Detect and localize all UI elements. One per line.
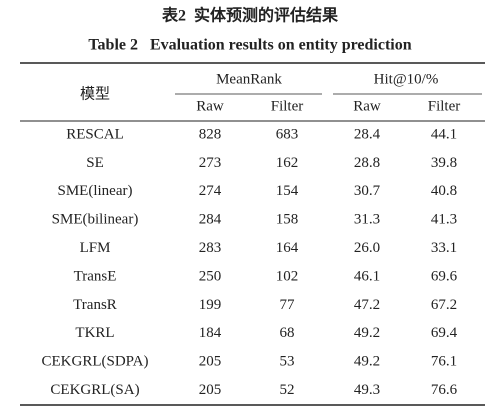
sub-header: Filter [271,98,304,114]
cell-value: 184 [199,325,222,341]
cell-value: 158 [276,212,299,228]
cell-value: 205 [199,354,222,370]
cell-value: 205 [199,382,222,398]
cell-value: 41.3 [431,212,457,228]
model-name: TKRL [75,325,114,341]
model-name: CEKGRL(SA) [50,382,139,398]
cell-value: 102 [276,268,299,284]
model-name: TransE [74,268,117,284]
cell-value: 69.6 [431,268,458,284]
cell-value: 162 [276,155,299,171]
cell-value: 47.2 [354,297,380,313]
cell-value: 154 [276,183,299,199]
cell-value: 77 [280,297,296,313]
cell-value: 76.6 [431,382,458,398]
cell-value: 199 [199,297,222,313]
header-group: Hit@10/% [374,71,439,87]
sub-header: Filter [428,98,461,114]
cell-value: 44.1 [431,126,457,142]
cell-value: 39.8 [431,155,457,171]
model-name: TransR [73,297,117,313]
cell-value: 28.8 [354,155,380,171]
cell-value: 52 [280,382,295,398]
cell-value: 31.3 [354,212,380,228]
cell-value: 53 [280,354,295,370]
cell-value: 76.1 [431,354,457,370]
model-name: SME(bilinear) [52,212,139,228]
model-name: RESCAL [66,126,124,142]
cell-value: 49.2 [354,325,380,341]
model-name: CEKGRL(SDPA) [42,354,149,370]
header-group: MeanRank [216,71,282,87]
sub-header: Raw [353,98,381,114]
cell-value: 164 [276,240,299,256]
cell-value: 683 [276,126,299,142]
cell-value: 67.2 [431,297,457,313]
cell-value: 33.1 [431,240,457,256]
model-name: LFM [80,240,111,256]
cell-value: 30.7 [354,183,381,199]
model-name: SE [86,155,104,171]
cell-value: 28.4 [354,126,381,142]
cell-value: 273 [199,155,222,171]
cell-value: 49.3 [354,382,380,398]
caption-en: Table 2 Evaluation results on entity pre… [88,37,411,54]
cell-value: 828 [199,126,222,142]
cell-value: 40.8 [431,183,457,199]
cell-value: 49.2 [354,354,380,370]
cell-value: 283 [199,240,222,256]
cell-value: 69.4 [431,325,458,341]
model-name: SME(linear) [58,183,133,199]
sub-header: Raw [196,98,224,114]
caption-cn: 表2 实体预测的评估结果 [161,6,338,25]
cell-value: 284 [199,212,222,228]
cell-value: 68 [280,325,295,341]
cell-value: 46.1 [354,268,380,284]
cell-value: 250 [199,268,222,284]
cell-value: 274 [199,183,222,199]
header-model: 模型 [80,85,110,102]
cell-value: 26.0 [354,240,380,256]
